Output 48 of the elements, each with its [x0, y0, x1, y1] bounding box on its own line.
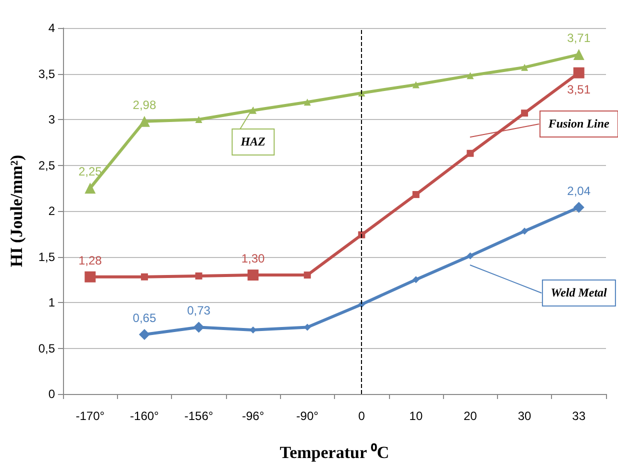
- series-label: Fusion Line: [539, 110, 618, 138]
- point: [466, 252, 474, 260]
- point: [412, 191, 420, 198]
- point: [140, 273, 148, 280]
- y-tick-label: 2: [48, 204, 56, 218]
- y-tick-label: 0,5: [38, 341, 56, 356]
- point: [195, 272, 202, 280]
- x-tick-label: -170°: [76, 409, 105, 423]
- y-tick-label: 3,5: [38, 66, 56, 81]
- data-label: 1,28: [78, 253, 102, 268]
- point: [412, 81, 420, 88]
- data-label: 2,25: [78, 164, 102, 179]
- x-tick-label: 30: [518, 409, 532, 423]
- point: [304, 272, 311, 279]
- y-tick-label: 2,5: [38, 158, 56, 172]
- x-tick-label: 10: [409, 409, 423, 423]
- y-axis-title: HI (Joule/mm²): [7, 154, 26, 268]
- x-tick-label: -96°: [242, 409, 264, 423]
- y-tick-label: 4: [48, 21, 56, 35]
- point: [521, 228, 528, 235]
- x-tick-label: 20: [464, 409, 478, 423]
- data-label: 0,65: [132, 311, 156, 326]
- point: [412, 276, 420, 284]
- data-label: 2,98: [132, 98, 156, 112]
- data-label: 2,04: [567, 184, 591, 198]
- point: [466, 72, 474, 80]
- x-tick-label: -156°: [184, 409, 214, 423]
- data-label: 3,71: [567, 31, 591, 46]
- point: [521, 110, 528, 117]
- y-tick-label: 1: [48, 296, 56, 310]
- x-tick-label: 0: [358, 409, 366, 423]
- point: [195, 116, 202, 123]
- y-tick-label: 1,5: [38, 250, 56, 264]
- point: [358, 231, 366, 238]
- y-tick-label: 0: [48, 387, 56, 401]
- point: [521, 64, 528, 71]
- x-tick-label: -90°: [296, 409, 319, 423]
- x-axis-title: Temperatur ⁰C: [280, 443, 390, 462]
- data-label: 1,30: [241, 252, 266, 266]
- y-tick-label: 3: [48, 112, 56, 126]
- point: [304, 98, 311, 106]
- data-label: 3,51: [567, 82, 591, 96]
- data-label: 0,73: [187, 304, 211, 318]
- series-label: HAZ: [232, 128, 274, 156]
- x-tick-label: 33: [572, 409, 586, 423]
- text: Weld Metal: [542, 280, 616, 307]
- x-tick-label: -160°: [130, 409, 160, 423]
- point: [466, 150, 474, 157]
